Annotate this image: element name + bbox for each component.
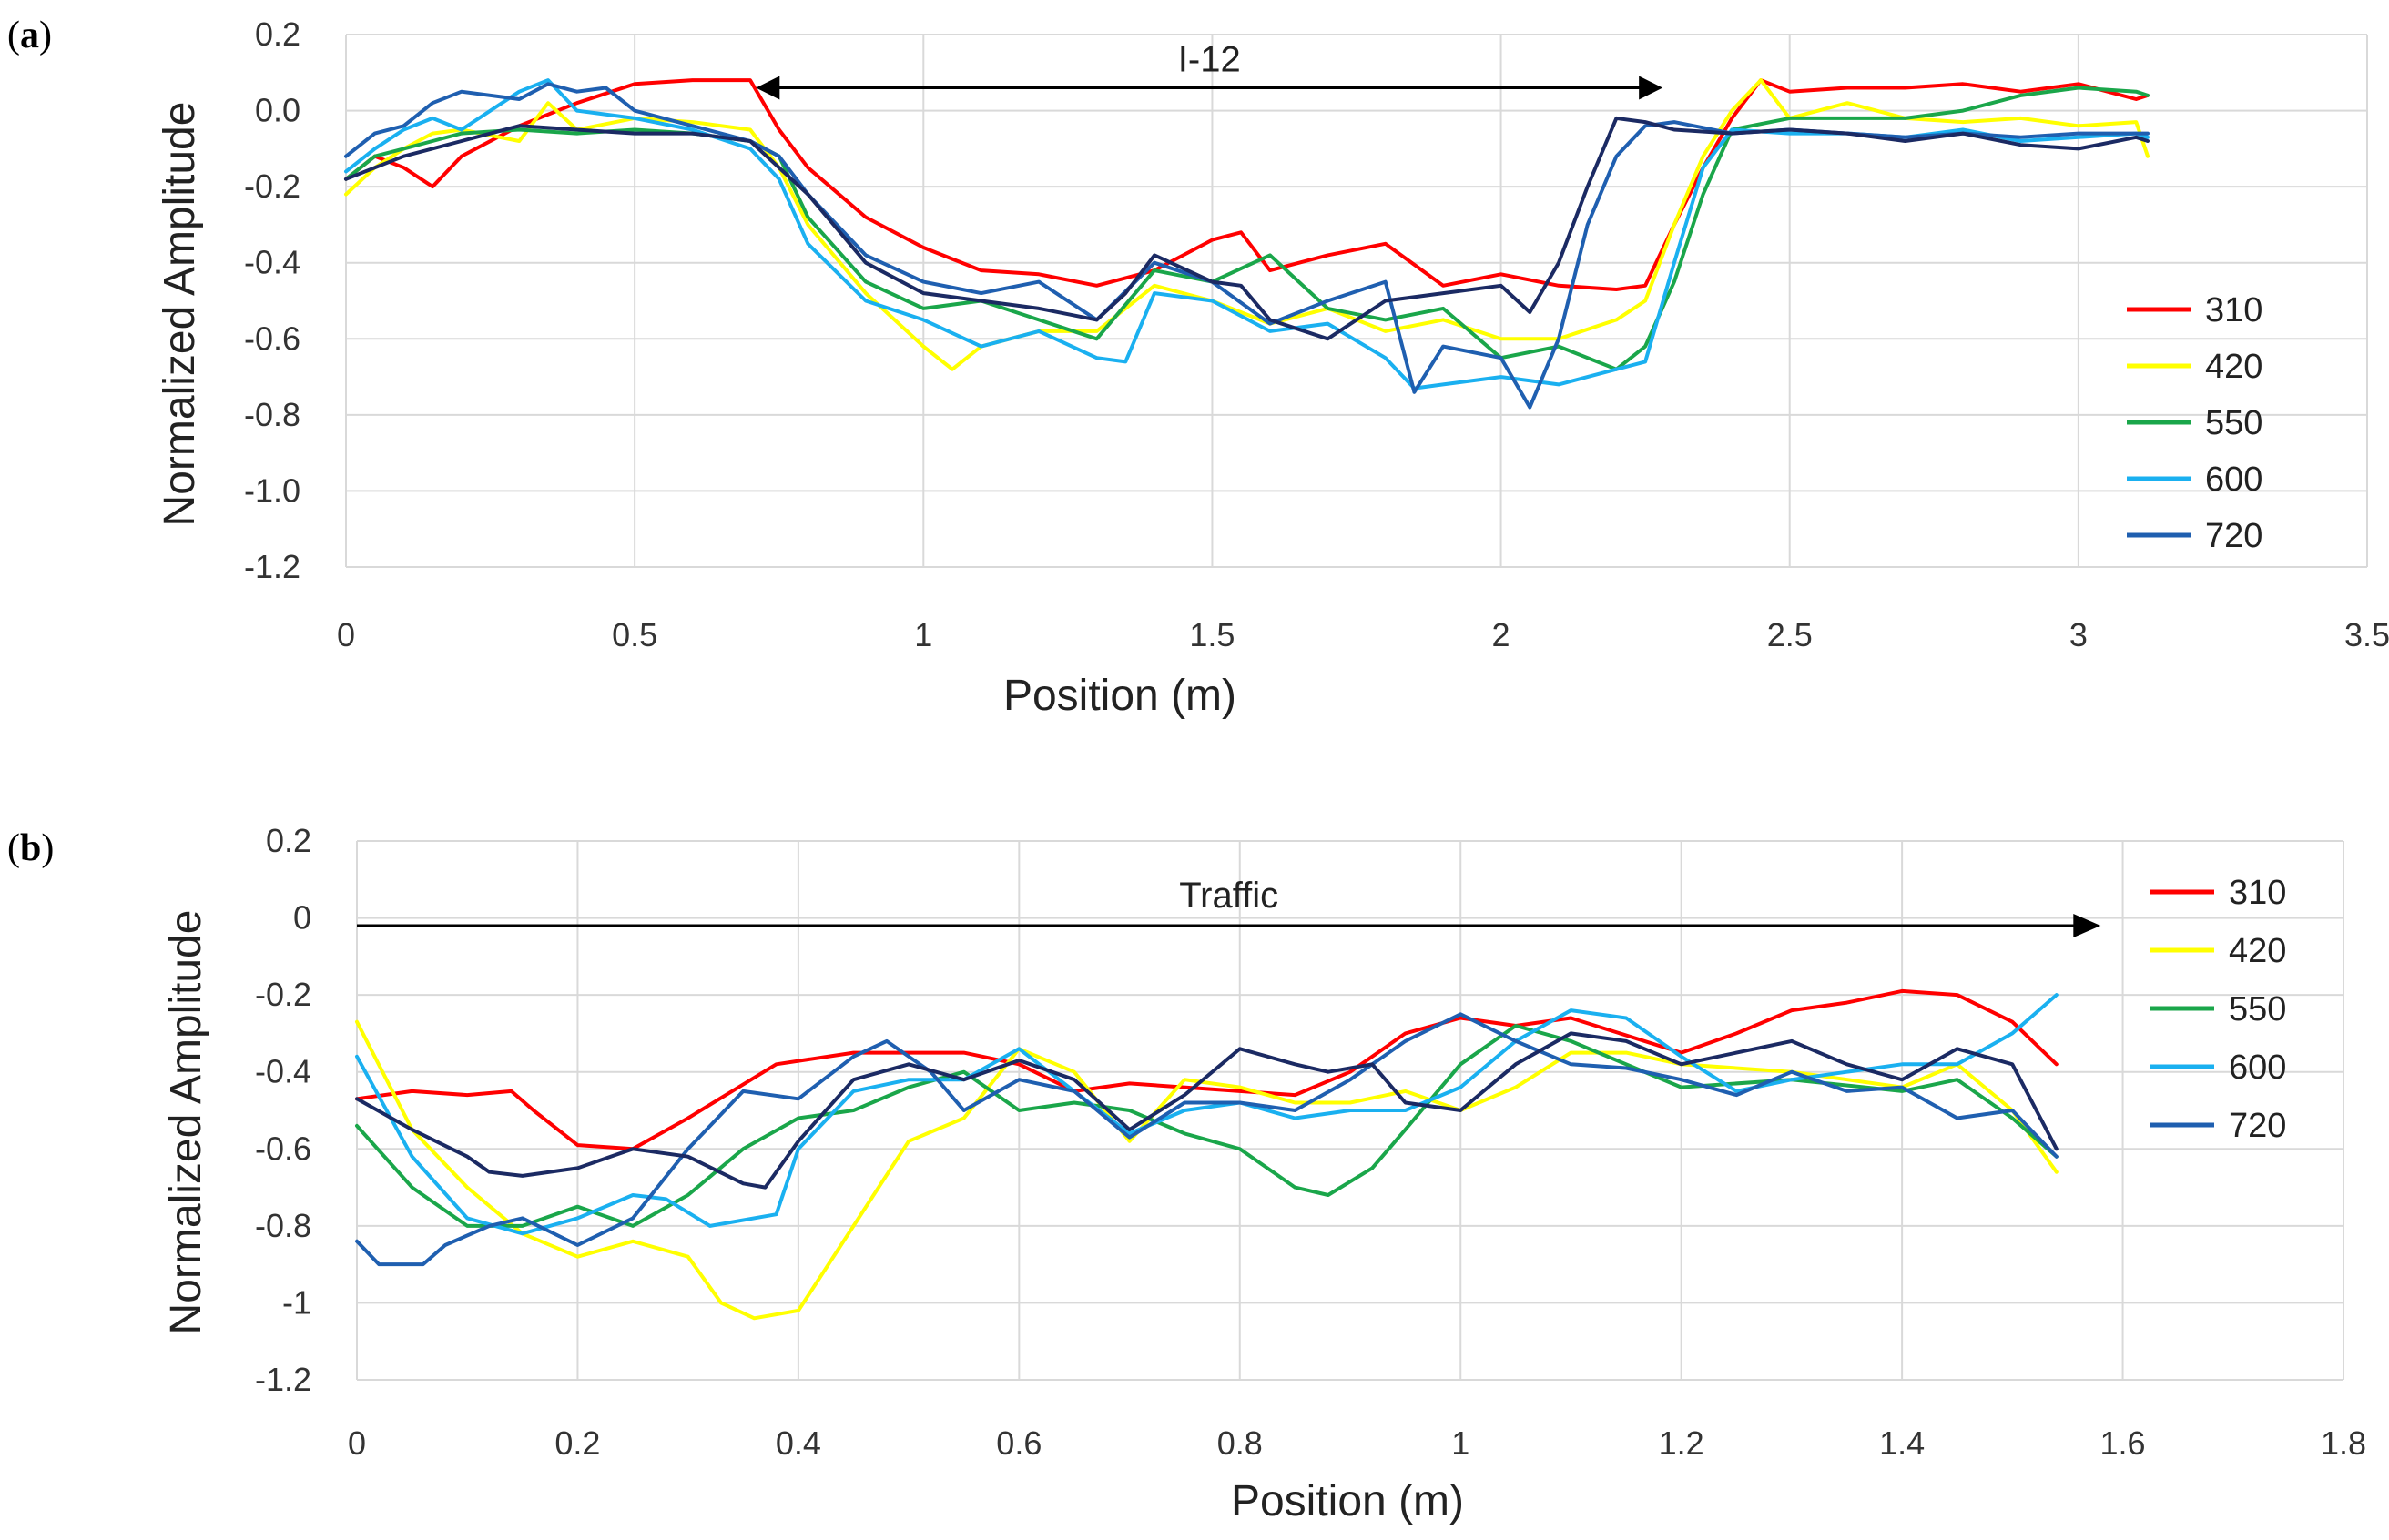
legend-label-720: 720 [2205, 517, 2262, 555]
annotation-i-12-arrowhead-left [756, 76, 780, 100]
legend-label-310: 310 [2229, 874, 2286, 912]
legend-b: 310 420 550 600 720 [2150, 874, 2286, 1145]
panel-b-label-close: ) [41, 827, 54, 869]
panel-b-label: (b) [7, 827, 54, 869]
series-line-extra-5 [355, 1031, 2059, 1190]
x-tick-label: 3 [2069, 616, 2088, 653]
y-tick-label: -0.8 [244, 396, 300, 433]
panel-b-label-letter: b [20, 827, 41, 869]
x-ticks-b: 0 0.2 0.4 0.6 0.8 1 1.2 1.4 1.6 1.8 [348, 1424, 2366, 1462]
y-tick-label: -0.4 [255, 1053, 311, 1090]
x-tick-label: 1.6 [2100, 1424, 2146, 1462]
legend-label-310: 310 [2205, 291, 2262, 329]
x-tick-label: 1 [914, 616, 932, 653]
panel-b: (b) 0.2 0 -0.2 -0.4 -0.6 -0.8 -1 -1.2 0 0.2 0.4 0.… [7, 822, 2366, 1525]
x-axis-title-b: Position (m) [1231, 1477, 1464, 1525]
annotation-i-12: I-12 [756, 40, 1663, 100]
x-tick-label: 0.8 [1217, 1424, 1263, 1462]
y-tick-label: -0.2 [255, 976, 311, 1013]
x-tick-label: 2 [1492, 616, 1510, 653]
y-tick-label: -1.2 [244, 548, 300, 585]
y-tick-label: 0 [293, 899, 311, 937]
legend-label-550: 550 [2229, 990, 2286, 1028]
x-tick-label: 1.2 [1659, 1424, 1704, 1462]
y-tick-label: 0.2 [255, 15, 300, 53]
series-line-310 [344, 78, 2150, 291]
y-axis-title-b: Normalized Amplitude [162, 910, 210, 1335]
x-ticks-a: 0 0.5 1 1.5 2 2.5 3 3.5 [337, 616, 2389, 653]
legend-label-420: 420 [2229, 932, 2286, 970]
annotation-traffic-arrowhead [2073, 914, 2101, 938]
series-line-extra-5 [344, 116, 2150, 341]
x-tick-label: 0 [337, 616, 355, 653]
x-tick-label: 0.5 [612, 616, 657, 653]
x-tick-label: 1.4 [1879, 1424, 1925, 1462]
panel-a-label-close: ) [39, 15, 52, 56]
series-b [355, 988, 2059, 1321]
panel-a-label-letter: a [20, 15, 39, 56]
x-tick-label: 3.5 [2344, 616, 2389, 653]
series-line-550 [355, 1024, 2059, 1228]
annotation-i-12-text: I-12 [1178, 40, 1241, 80]
y-tick-label: -0.4 [244, 244, 300, 281]
y-tick-label: 0.0 [255, 92, 300, 129]
y-axis-title-a: Normalized Amplitude [156, 102, 204, 527]
x-tick-label: 0.6 [996, 1424, 1042, 1462]
annotation-traffic-text: Traffic [1179, 876, 1278, 916]
series-line-720 [355, 1012, 2059, 1267]
x-tick-label: 0.4 [776, 1424, 821, 1462]
legend-label-550: 550 [2205, 404, 2262, 442]
x-tick-label: 1.8 [2321, 1424, 2366, 1462]
x-tick-label: 0.2 [554, 1424, 600, 1462]
legend-label-420: 420 [2205, 348, 2262, 386]
series-line-420 [355, 1019, 2059, 1321]
panel-a-label: (a) [7, 15, 52, 56]
annotation-i-12-arrowhead-right [1639, 76, 1663, 100]
series-line-600 [344, 78, 2150, 390]
legend-label-600: 600 [2229, 1049, 2286, 1087]
panel-a-label-open: ( [7, 15, 20, 56]
series-line-420 [344, 78, 2150, 371]
x-tick-label: 2.5 [1767, 616, 1813, 653]
x-tick-label: 0 [348, 1424, 366, 1462]
series-line-550 [344, 86, 2150, 371]
y-tick-label: -0.8 [255, 1207, 311, 1244]
annotation-traffic: Traffic [357, 876, 2101, 938]
series-line-600 [355, 993, 2059, 1236]
series-line-310 [355, 988, 2059, 1151]
legend-label-600: 600 [2205, 461, 2262, 499]
y-tick-label: -1 [282, 1283, 311, 1321]
y-tick-label: 0.2 [266, 822, 311, 859]
x-axis-title-a: Position (m) [1003, 672, 1236, 720]
legend-a: 310 420 550 600 720 [2127, 291, 2262, 555]
y-tick-label: -1.0 [244, 471, 300, 509]
y-tick-label: -0.6 [255, 1130, 311, 1167]
y-tick-label: -0.6 [244, 319, 300, 357]
series-a [344, 78, 2150, 410]
y-tick-label: -1.2 [255, 1361, 311, 1398]
y-ticks-b: 0.2 0 -0.2 -0.4 -0.6 -0.8 -1 -1.2 [255, 822, 311, 1398]
y-ticks-a: 0.2 0.0 -0.2 -0.4 -0.6 -0.8 -1.0 -1.2 [244, 15, 300, 585]
panel-b-label-open: ( [7, 827, 20, 869]
legend-label-720: 720 [2229, 1107, 2286, 1145]
panel-a: (a) 0.2 0.0 -0.2 -0.4 -0.6 -0.8 -1.0 -1.2 0 0.5 1… [7, 15, 2389, 720]
x-tick-label: 1.5 [1189, 616, 1235, 653]
y-tick-label: -0.2 [244, 167, 300, 205]
x-tick-label: 1 [1451, 1424, 1469, 1462]
